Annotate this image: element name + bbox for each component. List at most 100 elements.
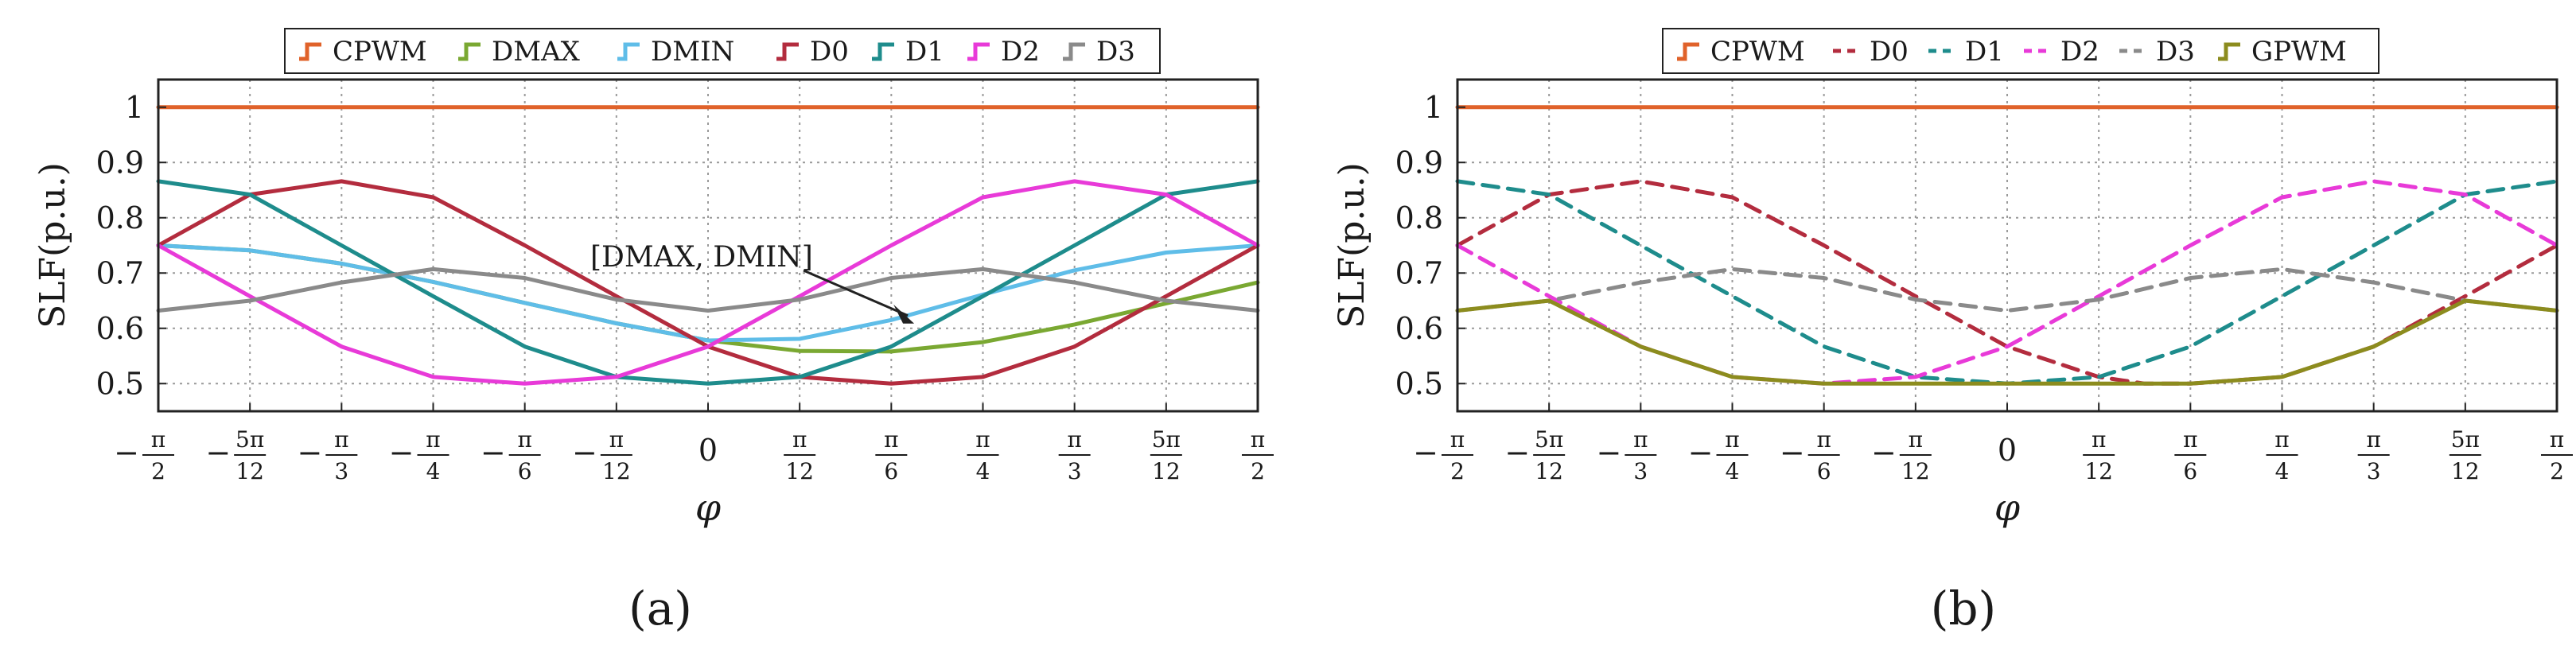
y-axis-label: SLF(p.u.) — [33, 162, 73, 329]
x-axis-label: φ — [1994, 486, 2021, 529]
legend-swatch — [967, 42, 990, 61]
legend-label: D1 — [905, 36, 944, 68]
x-tick-sign: − — [481, 435, 506, 470]
x-tick-denominator: 2 — [151, 458, 165, 484]
annotation-arrowhead — [893, 304, 915, 324]
x-tick-label: π 4− — [389, 426, 449, 484]
x-tick-label: π3 — [1058, 426, 1091, 484]
legend-item-d1: D1 — [872, 36, 944, 68]
x-tick-denominator: 3 — [334, 458, 348, 484]
x-tick-denominator: 3 — [2367, 458, 2381, 484]
x-tick-numerator: 5π — [235, 426, 264, 453]
x-tick-denominator: 12 — [235, 458, 264, 484]
x-tick-denominator: 2 — [1450, 458, 1465, 484]
x-tick-numerator: π — [2274, 426, 2289, 453]
legend-swatch — [299, 42, 321, 61]
x-tick-denominator: 12 — [785, 458, 814, 484]
legend-swatch — [776, 42, 799, 61]
x-tick-sign: − — [389, 435, 414, 470]
x-tick-sign: − — [572, 435, 597, 470]
x-tick-label: π6 — [875, 426, 908, 484]
x-tick-numerator: π — [151, 426, 165, 453]
x-tick-label: π 2− — [1413, 426, 1473, 484]
x-tick-numerator: π — [334, 426, 348, 453]
x-tick-denominator: 12 — [1901, 458, 1930, 484]
x-tick-label: π 3− — [297, 426, 358, 484]
x-tick-numerator: 5π — [2451, 426, 2480, 453]
legend-swatch — [872, 42, 894, 61]
series-line-dmin — [156, 243, 1260, 343]
legend-item-gpwm: GPWM — [2218, 36, 2347, 68]
x-tick-numerator: π — [792, 426, 807, 453]
x-tick-numerator: 0 — [1998, 433, 2017, 468]
legend-item-cpwm: CPWM — [1677, 36, 1805, 68]
x-tick-label: π 2− — [114, 426, 174, 484]
x-tick-label: π4 — [2266, 426, 2298, 484]
x-tick-denominator: 12 — [2451, 458, 2480, 484]
x-tick-sign: − — [1688, 435, 1714, 470]
series-line-d3 — [1455, 266, 2559, 313]
legend-item-cpwm: CPWM — [299, 36, 427, 68]
x-tick-numerator: 0 — [698, 433, 718, 468]
x-tick-label: 0 — [1998, 433, 2017, 468]
legend-label: GPWM — [2251, 36, 2347, 68]
x-tick-label: π4 — [967, 426, 999, 484]
legend-swatch — [458, 42, 481, 61]
x-tick-label: π 12− — [572, 426, 632, 484]
x-tick-label: π2 — [1242, 426, 1274, 484]
x-tick-numerator: π — [426, 426, 440, 453]
x-tick-sign: − — [1413, 435, 1438, 470]
y-tick-label: 0.9 — [96, 145, 144, 180]
x-tick-denominator: 4 — [2275, 458, 2290, 484]
legend-label: D2 — [2060, 36, 2099, 68]
legend-label: D3 — [1096, 36, 1135, 68]
legend-item-d2: D2 — [967, 36, 1040, 68]
x-tick-numerator: π — [2366, 426, 2380, 453]
x-tick-label: π 6− — [1780, 426, 1840, 484]
x-tick-denominator: 4 — [426, 458, 441, 484]
y-tick-label: 0.7 — [1395, 255, 1443, 290]
legend-box — [1662, 28, 2379, 74]
legend-item-dmin: DMIN — [617, 36, 734, 68]
x-tick-denominator: 2 — [2550, 458, 2564, 484]
x-tick-numerator: π — [1067, 426, 1081, 453]
x-tick-numerator: π — [1725, 426, 1739, 453]
legend-swatch — [1063, 42, 1085, 61]
x-tick-numerator: π — [884, 426, 898, 453]
x-tick-numerator: π — [2183, 426, 2197, 453]
legend: CPWM DMAX DMIN D0 D1 D2 D3 — [284, 28, 1161, 74]
x-tick-numerator: π — [1909, 426, 1923, 453]
legend-swatch — [2218, 42, 2240, 61]
x-tick-denominator: 3 — [1068, 458, 1082, 484]
x-tick-label: π 3− — [1596, 426, 1657, 484]
x-tick-label: π 12− — [1871, 426, 1932, 484]
legend-label: D0 — [810, 36, 849, 68]
legend-label: D2 — [1001, 36, 1040, 68]
x-tick-numerator: 5π — [1152, 426, 1181, 453]
y-tick-label: 1 — [1424, 90, 1443, 125]
legend-label: D1 — [1965, 36, 2004, 68]
y-tick-label: 0.5 — [96, 366, 144, 401]
x-tick-numerator: π — [1633, 426, 1648, 453]
x-tick-numerator: π — [1251, 426, 1265, 453]
x-tick-numerator: π — [517, 426, 531, 453]
x-tick-sign: − — [205, 435, 231, 470]
y-tick-label: 1 — [125, 90, 144, 125]
x-tick-denominator: 6 — [2183, 458, 2197, 484]
legend-item-d0: D0 — [776, 36, 849, 68]
legend-item-dmax: DMAX — [458, 36, 581, 68]
x-tick-numerator: π — [609, 426, 624, 453]
annotation-arrow-line — [803, 269, 909, 317]
y-axis-label: SLF(p.u.) — [1332, 162, 1372, 329]
x-tick-denominator: 6 — [884, 458, 898, 484]
legend-item-d2: D2 — [2024, 36, 2099, 68]
x-tick-numerator: 5π — [1535, 426, 1563, 453]
legend-label: DMIN — [651, 36, 734, 68]
x-tick-denominator: 3 — [1633, 458, 1648, 484]
x-tick-sign: − — [1780, 435, 1805, 470]
panel-caption: (b) — [1931, 581, 1996, 636]
x-tick-denominator: 12 — [2084, 458, 2113, 484]
x-tick-sign: − — [1871, 435, 1897, 470]
